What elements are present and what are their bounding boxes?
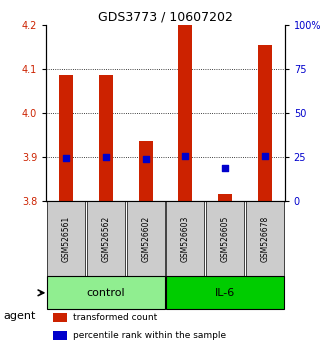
- Title: GDS3773 / 10607202: GDS3773 / 10607202: [98, 11, 233, 24]
- Text: GSM526562: GSM526562: [101, 216, 111, 262]
- FancyBboxPatch shape: [87, 201, 125, 276]
- Bar: [139, 142, 153, 201]
- Point: [222, 166, 228, 171]
- Bar: [59, 75, 73, 201]
- FancyBboxPatch shape: [166, 201, 205, 276]
- Bar: [54, 331, 67, 340]
- Text: IL-6: IL-6: [215, 288, 235, 298]
- Point: [262, 153, 267, 159]
- Text: GSM526602: GSM526602: [141, 216, 150, 262]
- FancyBboxPatch shape: [166, 276, 284, 309]
- FancyBboxPatch shape: [47, 276, 165, 309]
- Text: percentile rank within the sample: percentile rank within the sample: [72, 331, 226, 340]
- Bar: [99, 75, 113, 201]
- Text: agent: agent: [3, 311, 36, 321]
- FancyBboxPatch shape: [47, 201, 85, 276]
- Text: GSM526561: GSM526561: [62, 216, 71, 262]
- Text: control: control: [87, 288, 125, 298]
- Text: GSM526605: GSM526605: [220, 216, 230, 262]
- FancyBboxPatch shape: [126, 201, 165, 276]
- Bar: [178, 23, 192, 201]
- Point: [143, 156, 148, 161]
- Text: transformed count: transformed count: [72, 313, 157, 322]
- Point: [183, 153, 188, 159]
- Bar: [54, 313, 67, 322]
- Text: GSM526678: GSM526678: [260, 216, 269, 262]
- Point: [103, 154, 109, 160]
- FancyBboxPatch shape: [246, 201, 284, 276]
- FancyBboxPatch shape: [206, 201, 244, 276]
- Bar: [258, 45, 272, 201]
- Point: [64, 155, 69, 161]
- Bar: [218, 194, 232, 201]
- Text: GSM526603: GSM526603: [181, 216, 190, 262]
